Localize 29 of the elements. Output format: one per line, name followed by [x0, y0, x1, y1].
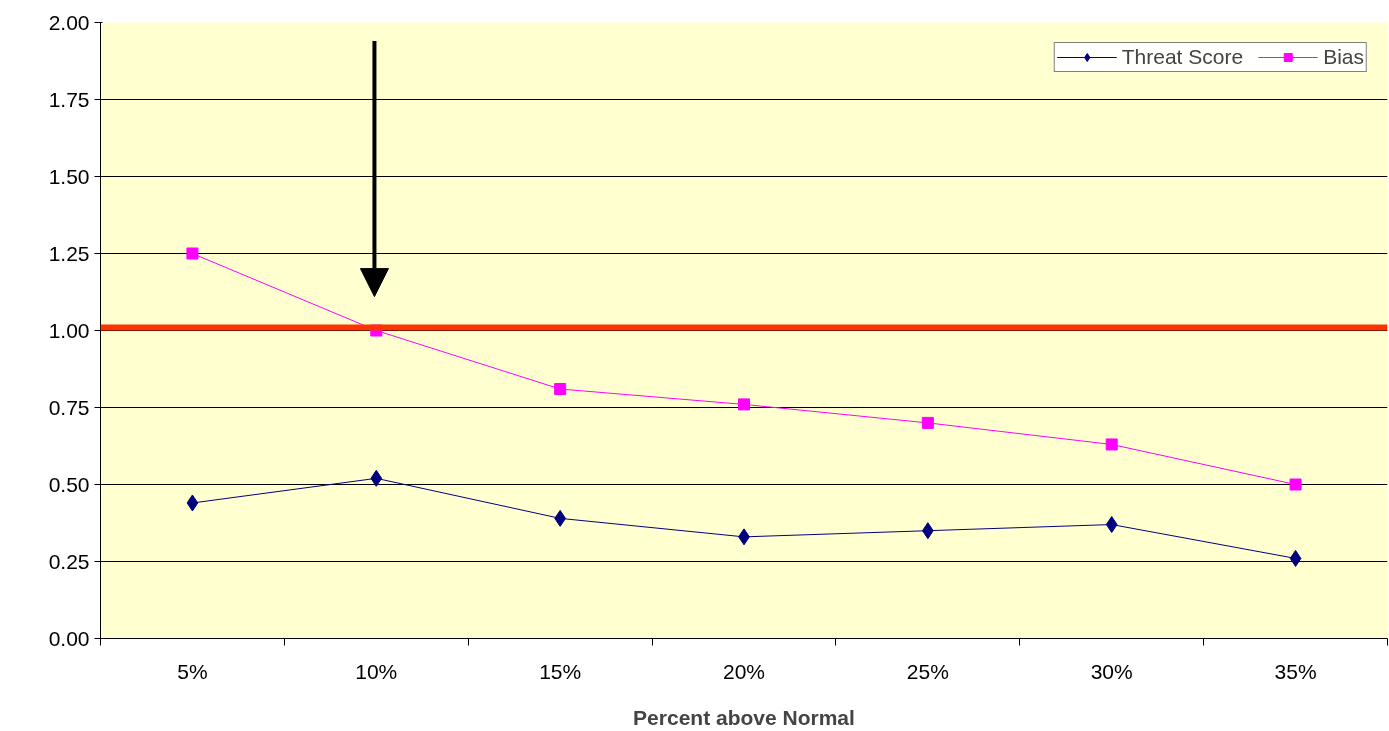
x-tick-label: 10% — [355, 659, 398, 683]
x-tick-label: 5% — [177, 659, 208, 683]
x-tick-label: 20% — [722, 659, 766, 683]
point — [738, 398, 750, 411]
legend-label: Threat Score — [1121, 45, 1244, 69]
point — [186, 247, 199, 260]
point — [186, 494, 199, 512]
y-tick-label: 0.50 — [48, 472, 90, 496]
x-tick-label: 35% — [1274, 659, 1317, 683]
y-tick-label: 1.25 — [48, 241, 90, 265]
point — [1105, 516, 1118, 534]
y-tick-label: 0.25 — [48, 549, 90, 573]
point — [554, 383, 567, 396]
legend-label: Bias — [1323, 45, 1364, 69]
point — [1289, 478, 1302, 491]
point — [1105, 438, 1118, 451]
point — [921, 416, 934, 429]
y-tick-label: 1.75 — [48, 87, 90, 111]
y-tick-label: 1.00 — [48, 318, 90, 342]
y-tick-label: 1.50 — [48, 164, 90, 188]
x-axis-title: Percent above Normal — [633, 705, 855, 729]
x-tick-label: 30% — [1090, 659, 1133, 683]
x-tick-label: 25% — [906, 659, 949, 683]
point — [1289, 549, 1302, 567]
point — [370, 469, 383, 487]
y-tick-label: 2.00 — [48, 10, 90, 34]
y-tick-label: 0.75 — [48, 395, 90, 419]
x-tick-label: 15% — [539, 659, 582, 683]
y-tick-label: 0.00 — [48, 626, 90, 650]
